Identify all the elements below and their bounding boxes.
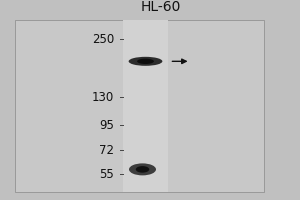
Text: 55: 55 [99, 168, 114, 181]
Ellipse shape [136, 166, 149, 173]
Ellipse shape [137, 59, 154, 64]
Ellipse shape [129, 163, 156, 175]
Text: 250: 250 [92, 33, 114, 46]
FancyBboxPatch shape [15, 20, 264, 192]
Ellipse shape [129, 57, 162, 66]
Text: HL-60: HL-60 [140, 0, 181, 14]
Text: 95: 95 [99, 119, 114, 132]
Text: 130: 130 [92, 91, 114, 104]
Bar [123, 20, 168, 192]
Text: 72: 72 [99, 144, 114, 157]
